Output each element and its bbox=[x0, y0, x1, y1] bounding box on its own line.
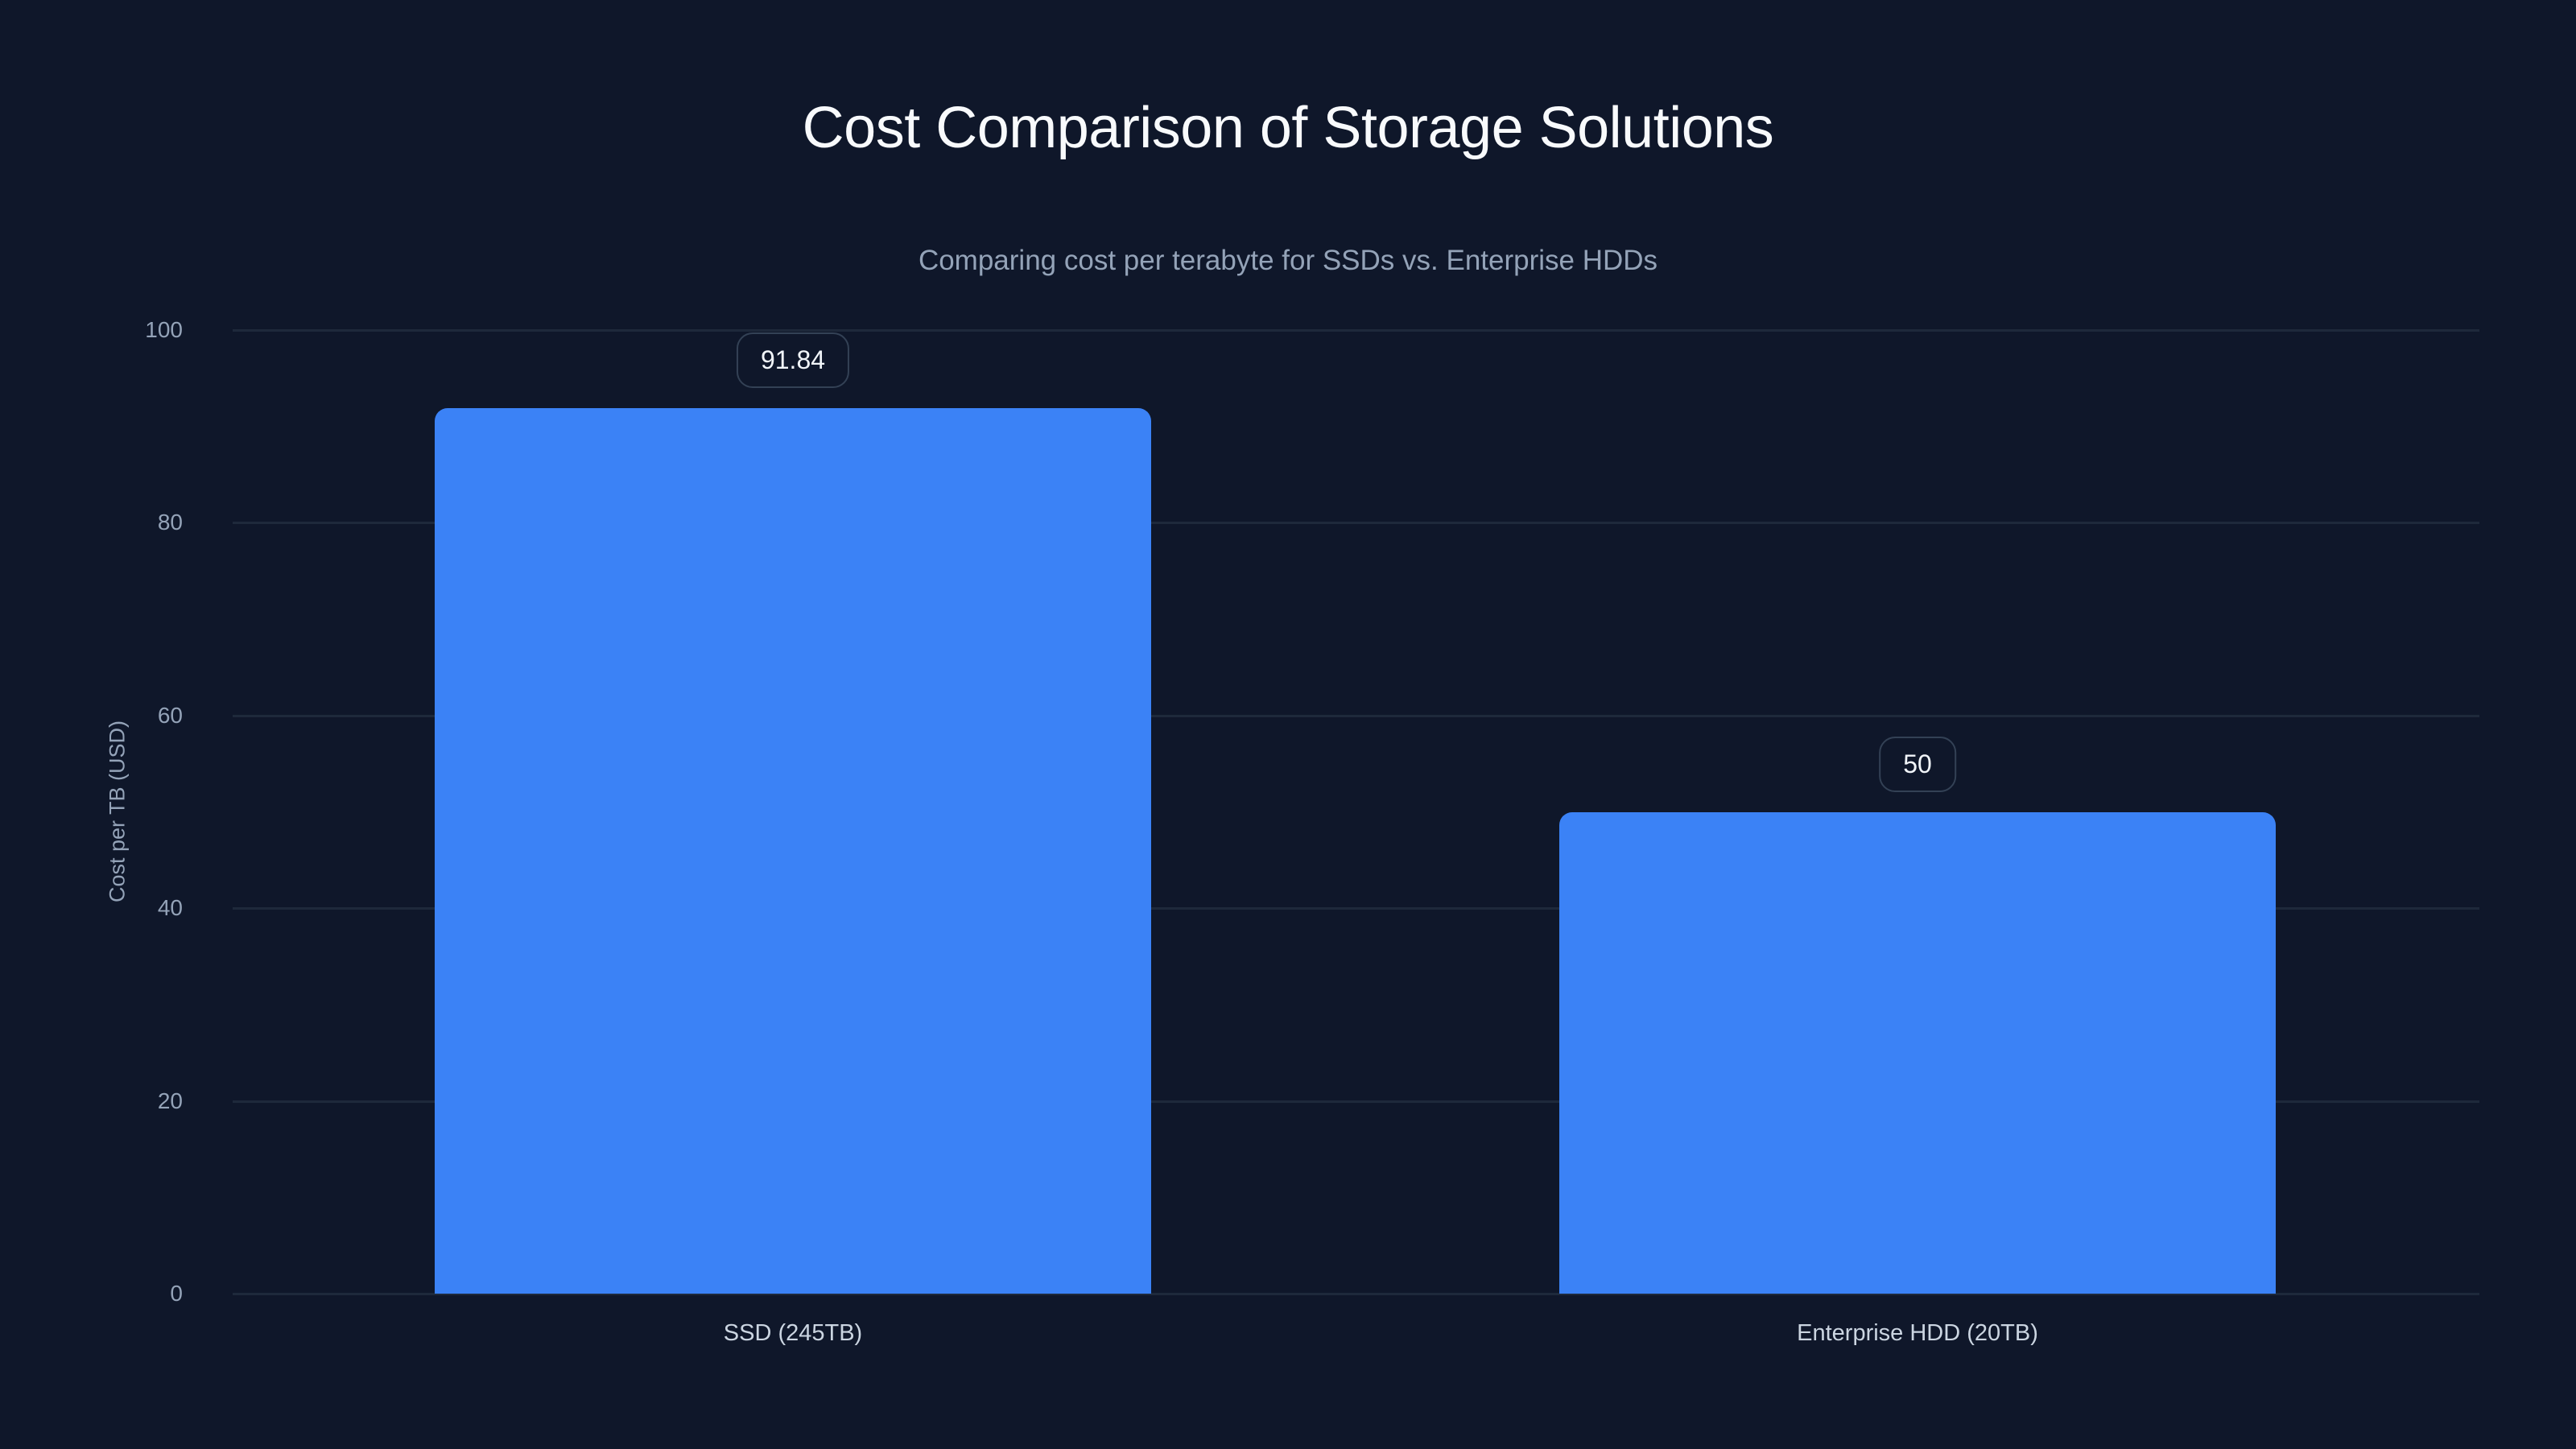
gridline-80 bbox=[233, 522, 2479, 524]
data-label-enterprise-hdd: 50 bbox=[1879, 737, 1956, 792]
gridline-100 bbox=[233, 329, 2479, 332]
y-tick-40: 40 bbox=[157, 895, 183, 920]
y-tick-100: 100 bbox=[145, 317, 183, 342]
y-tick-20: 20 bbox=[157, 1088, 183, 1113]
y-tick-0: 0 bbox=[170, 1281, 183, 1306]
y-tick-80: 80 bbox=[157, 510, 183, 535]
gridline-60 bbox=[233, 715, 2479, 717]
bar-ssd[interactable] bbox=[435, 408, 1151, 1294]
gridline-0 bbox=[233, 1293, 2479, 1295]
data-label-ssd: 91.84 bbox=[736, 332, 850, 388]
gridline-40 bbox=[233, 907, 2479, 910]
chart-subtitle: Comparing cost per terabyte for SSDs vs.… bbox=[918, 245, 1658, 276]
y-axis-label: Cost per TB (USD) bbox=[105, 720, 130, 903]
gridline-20 bbox=[233, 1100, 2479, 1103]
y-tick-60: 60 bbox=[157, 703, 183, 728]
x-tick-ssd: SSD (245TB) bbox=[723, 1320, 863, 1346]
bar-enterprise-hdd[interactable] bbox=[1559, 812, 2276, 1294]
chart-title: Cost Comparison of Storage Solutions bbox=[802, 96, 1774, 160]
x-tick-enterprise-hdd: Enterprise HDD (20TB) bbox=[1797, 1320, 2038, 1346]
plot-area: 100 80 60 40 20 0 91.84 50 bbox=[145, 317, 2479, 1306]
